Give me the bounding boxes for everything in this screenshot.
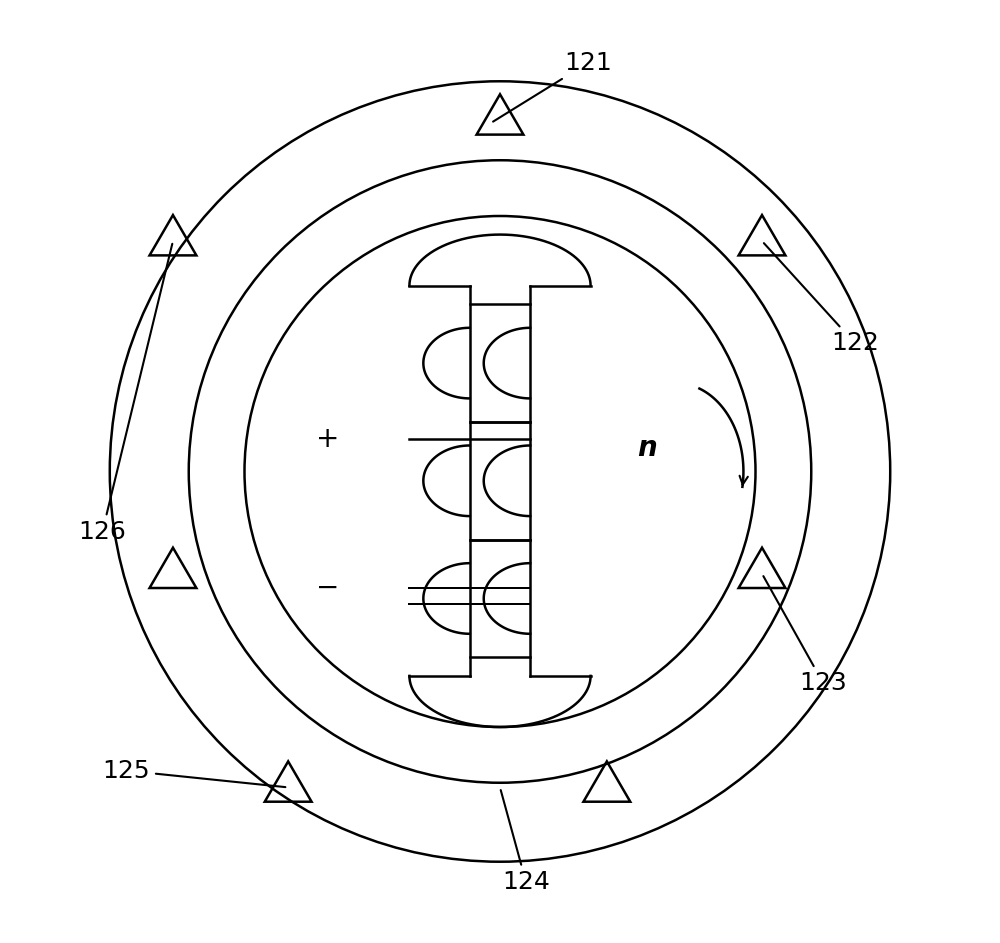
Text: n: n [637, 435, 657, 462]
Text: 126: 126 [78, 244, 172, 544]
Text: 124: 124 [501, 790, 550, 894]
Text: 121: 121 [493, 51, 612, 122]
Text: −: − [316, 573, 340, 602]
Text: 125: 125 [103, 759, 285, 787]
Text: 123: 123 [763, 576, 847, 695]
Text: +: + [316, 425, 340, 453]
Text: 122: 122 [764, 243, 879, 356]
